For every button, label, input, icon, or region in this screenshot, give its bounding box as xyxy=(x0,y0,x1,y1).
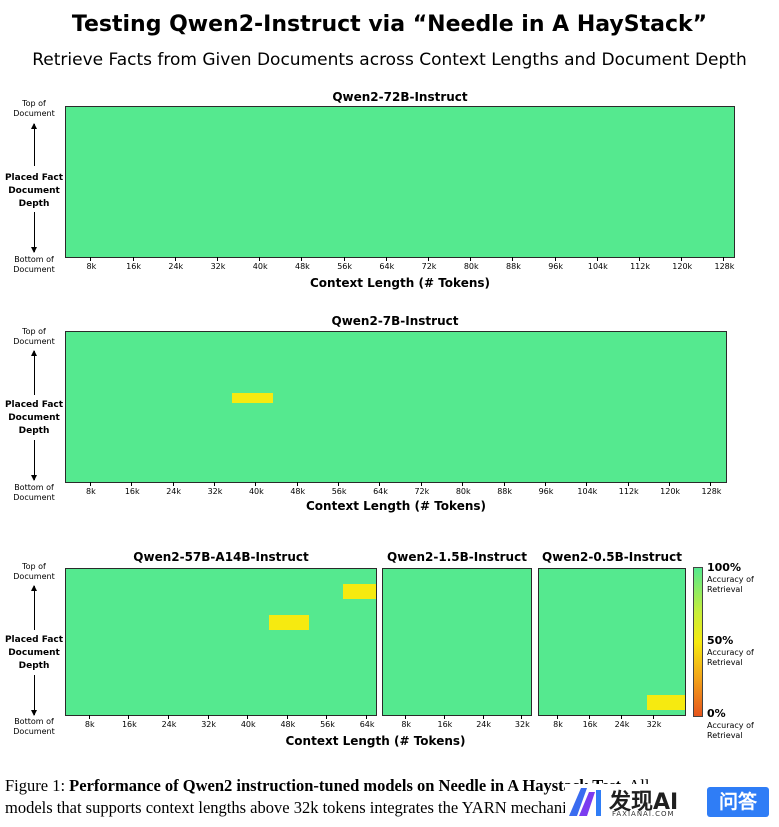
colorbar xyxy=(693,567,703,717)
watermark-brand: 发现AI xyxy=(609,790,679,815)
panel-title-72b: Qwen2-72B-Instruct xyxy=(332,90,468,104)
x-tick-label: 72k xyxy=(414,257,444,271)
x-tick-label: 40k xyxy=(245,257,275,271)
y-bottom-label-72b: Bottom of Document xyxy=(13,255,55,274)
heatmap-7b xyxy=(65,331,727,483)
figure-caption: Figure 1: Performance of Qwen2 instructi… xyxy=(5,775,770,819)
caption-prefix: Figure 1: xyxy=(5,776,70,795)
x-tick-label: 16k xyxy=(114,715,144,729)
x-tick-label: 112k xyxy=(625,257,655,271)
x-tick-label: 48k xyxy=(273,715,303,729)
x-tick-label: 8k xyxy=(76,257,106,271)
main-title: Testing Qwen2-Instruct via “Needle in A … xyxy=(71,12,708,37)
low-accuracy-cell xyxy=(647,694,685,710)
y-bottom-label-7b: Bottom of Document xyxy=(13,483,55,502)
x-tick-label: 120k xyxy=(655,482,685,496)
x-tick-label: 128k xyxy=(696,482,726,496)
y-top-label-row3: Top of Document xyxy=(13,562,55,581)
x-tick-label: 16k xyxy=(117,482,147,496)
x-axis-label-7b: Context Length (# Tokens) xyxy=(305,499,487,513)
x-tick-label: 128k xyxy=(709,257,739,271)
x-tick-label: 16k xyxy=(575,715,605,729)
x-axis-label-72b: Context Length (# Tokens) xyxy=(309,276,491,290)
colorbar-bot-sub: Accuracy of Retrieval xyxy=(707,721,754,740)
colorbar-bot-pct: 0% xyxy=(707,707,726,720)
faxian-logo-icon xyxy=(569,788,601,816)
qa-button[interactable]: 问答 xyxy=(707,787,769,817)
x-axis-label-row3: Context Length (# Tokens) xyxy=(285,734,466,748)
x-tick-label: 64k xyxy=(372,257,402,271)
heatmap-57b xyxy=(65,568,377,716)
x-tick-label: 80k xyxy=(448,482,478,496)
heatmap-0-5b xyxy=(538,568,686,716)
up-arrow-icon xyxy=(31,350,37,395)
x-tick-label: 24k xyxy=(159,482,189,496)
x-tick-label: 16k xyxy=(430,715,460,729)
y-axis-label-row3: Placed Fact Document Depth xyxy=(4,635,64,671)
y-top-label-7b: Top of Document xyxy=(13,327,55,346)
y-bottom-label-row3: Bottom of Document xyxy=(13,717,55,736)
x-tick-label: 32k xyxy=(507,715,537,729)
colorbar-mid-sub: Accuracy of Retrieval xyxy=(707,648,754,667)
x-tick-label: 32k xyxy=(639,715,669,729)
watermark-site: FAXIANAI.COM xyxy=(612,810,675,818)
panel-title-0-5b: Qwen2-0.5B-Instruct xyxy=(542,550,682,564)
sub-title: Retrieve Facts from Given Documents acro… xyxy=(32,50,747,70)
x-tick-label: 32k xyxy=(200,482,230,496)
x-tick-label: 24k xyxy=(469,715,499,729)
down-arrow-icon xyxy=(31,675,37,716)
x-tick-label: 56k xyxy=(312,715,342,729)
x-tick-label: 56k xyxy=(324,482,354,496)
watermark[interactable]: 发现AI FAXIANAI.COM 问答 xyxy=(565,784,775,820)
x-tick-label: 104k xyxy=(583,257,613,271)
x-tick-label: 48k xyxy=(283,482,313,496)
x-tick-label: 40k xyxy=(241,482,271,496)
panel-title-7b: Qwen2-7B-Instruct xyxy=(331,314,459,328)
low-accuracy-cell xyxy=(231,392,273,404)
x-tick-label: 88k xyxy=(490,482,520,496)
y-top-label-72b: Top of Document xyxy=(13,99,55,118)
x-tick-label: 104k xyxy=(572,482,602,496)
down-arrow-icon xyxy=(31,212,37,253)
x-tick-label: 88k xyxy=(498,257,528,271)
x-tick-label: 72k xyxy=(407,482,437,496)
y-axis-label-7b: Placed Fact Document Depth xyxy=(4,400,64,436)
heatmap-1-5b xyxy=(382,568,532,716)
panel-title-57b: Qwen2-57B-A14B-Instruct xyxy=(133,550,309,564)
x-tick-label: 8k xyxy=(75,715,105,729)
x-tick-label: 8k xyxy=(76,482,106,496)
x-tick-label: 80k xyxy=(456,257,486,271)
y-axis-label-72b: Placed Fact Document Depth xyxy=(4,173,64,209)
up-arrow-icon xyxy=(31,585,37,630)
colorbar-top-sub: Accuracy of Retrieval xyxy=(707,575,754,594)
x-tick-label: 56k xyxy=(330,257,360,271)
colorbar-top-pct: 100% xyxy=(707,561,741,574)
x-tick-label: 16k xyxy=(119,257,149,271)
x-tick-label: 8k xyxy=(391,715,421,729)
x-tick-label: 24k xyxy=(607,715,637,729)
caption-line2: models that supports context lengths abo… xyxy=(5,798,591,817)
x-tick-label: 96k xyxy=(531,482,561,496)
x-tick-label: 32k xyxy=(194,715,224,729)
low-accuracy-cell xyxy=(343,583,376,599)
colorbar-mid-pct: 50% xyxy=(707,634,734,647)
x-tick-label: 64k xyxy=(365,482,395,496)
x-tick-label: 24k xyxy=(161,257,191,271)
x-tick-label: 24k xyxy=(154,715,184,729)
x-tick-label: 48k xyxy=(287,257,317,271)
down-arrow-icon xyxy=(31,440,37,481)
x-tick-label: 112k xyxy=(614,482,644,496)
panel-title-1-5b: Qwen2-1.5B-Instruct xyxy=(387,550,527,564)
x-tick-label: 64k xyxy=(352,715,382,729)
x-tick-label: 8k xyxy=(543,715,573,729)
heatmap-72b xyxy=(65,106,735,258)
caption-bold: Performance of Qwen2 instruction-tuned m… xyxy=(69,776,626,795)
x-tick-label: 96k xyxy=(541,257,571,271)
x-tick-label: 40k xyxy=(233,715,263,729)
x-tick-label: 32k xyxy=(203,257,233,271)
up-arrow-icon xyxy=(31,123,37,166)
x-tick-label: 120k xyxy=(667,257,697,271)
low-accuracy-cell xyxy=(269,614,309,630)
